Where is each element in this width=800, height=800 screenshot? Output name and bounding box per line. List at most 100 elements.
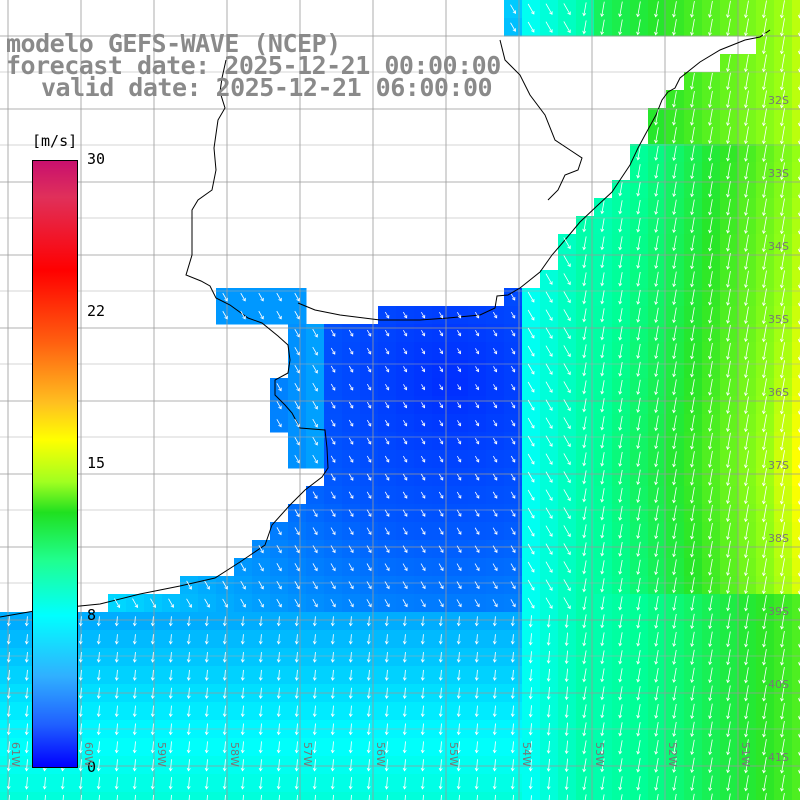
wind-arrow — [563, 597, 571, 609]
wind-arrow — [709, 235, 713, 251]
wind-arrow — [188, 652, 190, 662]
wind-arrow — [438, 563, 444, 571]
wind-arrow — [563, 381, 571, 393]
wind-arrow — [763, 450, 767, 468]
wind-arrow — [368, 687, 370, 699]
wind-arrow-head — [512, 513, 516, 517]
wind-arrow — [583, 686, 587, 700]
wind-arrow — [8, 705, 10, 717]
wind-arrow-head — [582, 318, 587, 323]
wind-arrow — [563, 417, 571, 429]
wind-arrow — [563, 21, 571, 33]
wind-arrow — [709, 504, 713, 522]
wind-arrow — [583, 290, 587, 304]
wind-arrow-head — [421, 495, 426, 499]
wind-arrow — [745, 757, 749, 773]
wind-arrow — [763, 757, 767, 773]
wind-arrow — [745, 595, 749, 611]
wind-arrow — [330, 599, 336, 607]
wind-arrow — [170, 652, 172, 662]
wind-arrow — [655, 469, 659, 485]
wind-arrow — [188, 705, 190, 717]
wind-arrow — [224, 759, 226, 771]
wind-arrow-head — [367, 440, 372, 445]
wind-arrow — [474, 509, 480, 517]
wind-arrow — [258, 598, 264, 608]
wind-arrow — [781, 721, 785, 737]
wind-arrow-head — [690, 625, 695, 629]
wind-arrow-head — [600, 318, 605, 323]
wind-arrow — [763, 649, 767, 665]
wind-arrow — [673, 217, 677, 233]
wind-arrow-head — [636, 210, 641, 215]
wind-arrow-head — [618, 588, 623, 593]
wind-arrow-head — [582, 516, 587, 521]
wind-cell — [792, 450, 800, 469]
wind-arrow-head — [476, 531, 480, 535]
wind-arrow — [530, 777, 532, 789]
wind-arrow — [456, 563, 462, 571]
wind-arrow — [170, 616, 172, 626]
wind-arrow-head — [654, 157, 659, 161]
wind-arrow-head — [567, 299, 571, 304]
wind-arrow — [781, 342, 785, 360]
wind-arrow — [438, 491, 444, 499]
wind-arrow-head — [762, 733, 766, 738]
wind-arrow — [98, 794, 100, 800]
wind-arrow-head — [314, 567, 318, 572]
wind-arrow — [637, 253, 641, 269]
wind-arrow-head — [600, 660, 605, 665]
wind-arrow-head — [567, 587, 571, 592]
wind-arrow — [276, 401, 282, 409]
wind-arrow — [691, 739, 695, 755]
wind-arrow-head — [744, 661, 748, 666]
wind-arrow — [548, 722, 550, 736]
wind-arrow-head — [331, 351, 336, 355]
wind-arrow-head — [779, 554, 784, 559]
wind-arrow — [709, 253, 713, 269]
wind-arrow — [781, 180, 785, 198]
wind-arrow — [330, 455, 336, 463]
wind-arrow-head — [600, 714, 605, 719]
wind-arrow — [545, 489, 553, 501]
wind-arrow — [691, 703, 695, 719]
wind-arrow — [242, 705, 244, 717]
wind-arrow-head — [672, 463, 676, 468]
colorbar-tick-15: 15 — [87, 454, 106, 472]
wind-arrow-head — [420, 695, 425, 699]
wind-arrow-head — [708, 32, 712, 36]
wind-arrow-head — [494, 513, 498, 517]
wind-arrow-head — [797, 555, 800, 559]
wind-arrow-head — [475, 404, 480, 409]
wind-arrow — [476, 777, 478, 789]
wind-arrow-head — [654, 265, 659, 269]
wind-arrow-head — [654, 679, 659, 683]
wind-arrow — [601, 452, 605, 466]
wind-arrow — [476, 687, 478, 699]
wind-arrow — [655, 145, 659, 161]
wind-arrow-head — [367, 459, 372, 463]
wind-arrow — [385, 383, 389, 391]
wind-arrow-head — [456, 677, 461, 681]
wind-arrow-head — [404, 603, 408, 608]
wind-arrow — [494, 723, 496, 735]
wind-cell — [792, 162, 800, 181]
wind-cell — [630, 792, 649, 800]
wind-arrow — [601, 344, 605, 358]
wind-cell — [792, 234, 800, 253]
wind-arrow — [278, 777, 280, 789]
wind-arrow-head — [672, 409, 676, 414]
wind-arrow-head — [457, 386, 462, 391]
wind-arrow-head — [546, 768, 551, 772]
wind-arrow — [440, 634, 442, 644]
wind-arrow-head — [294, 695, 299, 699]
wind-arrow-head — [186, 622, 191, 627]
wind-arrow-head — [278, 405, 282, 410]
wind-arrow-head — [314, 423, 318, 428]
wind-arrow — [691, 235, 695, 251]
wind-arrow-head — [531, 514, 535, 519]
wind-arrow — [296, 723, 298, 735]
wind-arrow — [457, 348, 461, 354]
wind-arrow — [655, 541, 659, 557]
wind-arrow — [545, 597, 553, 609]
